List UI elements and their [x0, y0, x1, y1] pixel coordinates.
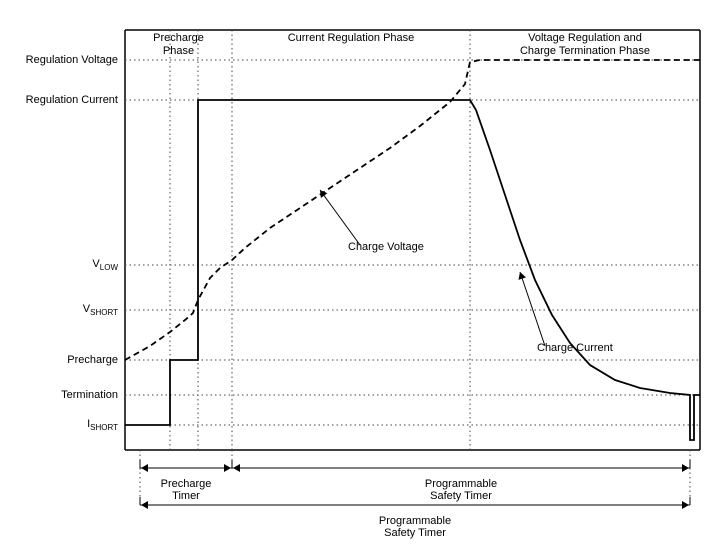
timer-label-precharge: PrechargeTimer [161, 478, 212, 502]
ylabel-v-short: VSHORT [83, 303, 118, 317]
charging-profile-chart: Regulation Voltage Regulation Current VL… [0, 0, 720, 553]
phase-label-precharge: PrechargePhase [125, 32, 232, 57]
ylabel-regulation-current: Regulation Current [26, 94, 118, 106]
ylabel-i-short: ISHORT [87, 418, 118, 432]
ylabel-precharge: Precharge [67, 354, 118, 366]
annotation-charge-current: Charge Current [537, 342, 613, 354]
chart-svg [0, 0, 720, 553]
timer-label-safety-upper: ProgrammableSafety Timer [425, 478, 497, 502]
ylabel-v-low: VLOW [92, 258, 118, 272]
timer-label-safety-lower: ProgrammableSafety Timer [379, 515, 451, 539]
ylabel-regulation-voltage: Regulation Voltage [26, 54, 118, 66]
ylabel-termination: Termination [61, 389, 118, 401]
annotation-charge-voltage: Charge Voltage [348, 241, 424, 253]
phase-label-current-regulation: Current Regulation Phase [232, 32, 470, 45]
phase-label-voltage-regulation: Voltage Regulation andCharge Termination… [470, 32, 700, 57]
